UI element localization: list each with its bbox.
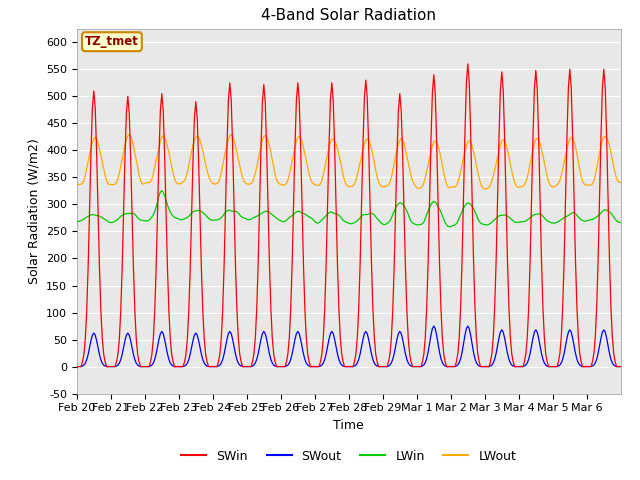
SWin [617,364,625,370]
LWin [445,224,453,230]
SWin [297,144,305,150]
SWin [73,364,81,370]
LWout [617,180,625,185]
LWin [454,218,461,224]
LWout [452,182,460,188]
LWout [121,143,129,148]
Title: 4-Band Solar Radiation: 4-Band Solar Radiation [261,9,436,24]
SWout [436,349,444,355]
LWin [436,206,444,212]
LWout [481,186,489,192]
Line: SWout: SWout [77,326,621,367]
LWin [362,212,370,217]
SWout [86,345,93,350]
LWin [73,219,81,225]
SWout [121,338,129,344]
SWin [121,154,129,160]
LWin [617,220,625,226]
LWout [436,148,444,154]
SWin [451,364,459,370]
SWout [617,364,625,370]
SWout [73,364,81,370]
Legend: SWin, SWout, LWin, LWout: SWin, SWout, LWin, LWout [176,444,522,468]
LWout [362,137,370,143]
SWout [297,336,305,342]
Line: LWout: LWout [77,134,621,189]
LWin [158,188,166,193]
X-axis label: Time: Time [333,419,364,432]
Text: TZ_tmet: TZ_tmet [85,35,139,48]
Line: SWin: SWin [77,64,621,367]
SWout [360,331,368,336]
Line: LWin: LWin [77,191,621,227]
LWout [73,182,81,188]
LWin [121,211,129,217]
LWout [227,132,235,137]
SWin [434,199,442,205]
SWin [464,61,472,67]
Y-axis label: Solar Radiation (W/m2): Solar Radiation (W/m2) [28,138,40,284]
LWin [298,210,306,216]
SWout [452,363,460,369]
LWout [298,139,306,145]
SWout [430,323,438,329]
LWout [86,151,93,157]
SWin [360,95,368,101]
LWin [86,213,93,218]
SWin [86,208,93,214]
